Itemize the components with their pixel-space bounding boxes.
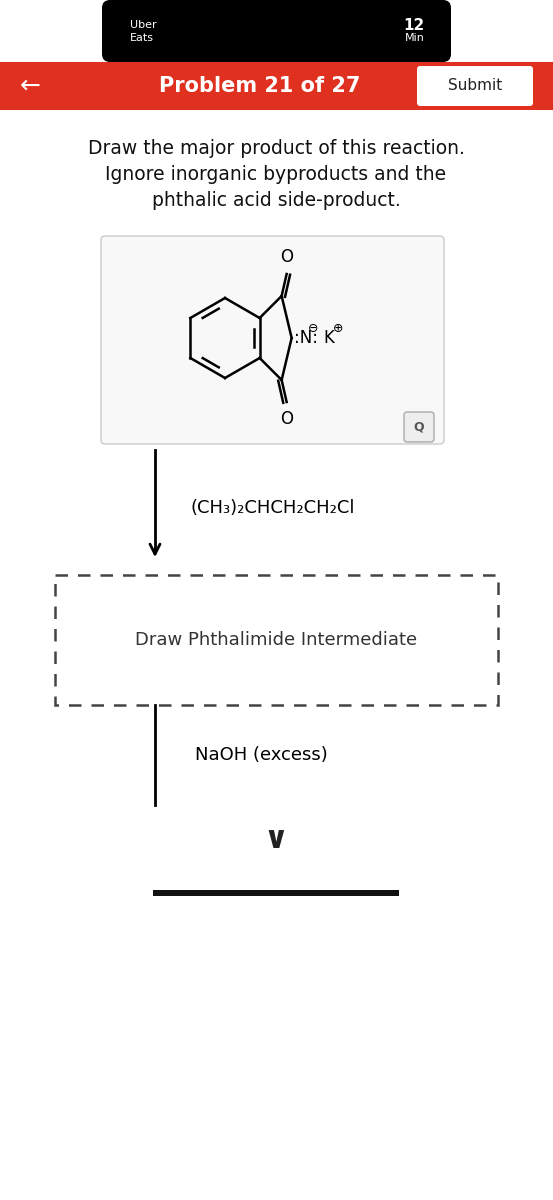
Text: O: O bbox=[280, 248, 293, 266]
Text: (CH₃)₂CHCH₂CH₂Cl: (CH₃)₂CHCH₂CH₂Cl bbox=[190, 499, 354, 517]
Text: :N:: :N: bbox=[294, 329, 317, 347]
Text: ⊖: ⊖ bbox=[307, 322, 318, 335]
Text: Problem 21 of 27: Problem 21 of 27 bbox=[159, 76, 361, 96]
Text: Uber: Uber bbox=[130, 20, 156, 30]
Text: ⊕: ⊕ bbox=[332, 322, 343, 335]
FancyBboxPatch shape bbox=[55, 575, 498, 704]
Text: Submit: Submit bbox=[448, 78, 502, 94]
Text: Draw the major product of this reaction.: Draw the major product of this reaction. bbox=[87, 138, 465, 157]
Text: ←: ← bbox=[20, 74, 41, 98]
FancyBboxPatch shape bbox=[417, 66, 533, 106]
Text: Ignore inorganic byproducts and the: Ignore inorganic byproducts and the bbox=[106, 164, 447, 184]
Text: phthalic acid side-product.: phthalic acid side-product. bbox=[152, 191, 400, 210]
Text: O: O bbox=[280, 410, 293, 428]
Text: 12: 12 bbox=[404, 18, 425, 32]
FancyBboxPatch shape bbox=[404, 412, 434, 442]
Text: NaOH (excess): NaOH (excess) bbox=[195, 746, 328, 764]
FancyBboxPatch shape bbox=[101, 236, 444, 444]
Text: Eats: Eats bbox=[130, 32, 154, 43]
Bar bbox=[0, 62, 553, 110]
Text: K: K bbox=[324, 329, 335, 347]
Bar bbox=[153, 890, 399, 896]
Text: Draw Phthalimide Intermediate: Draw Phthalimide Intermediate bbox=[135, 631, 417, 649]
Text: Q: Q bbox=[414, 420, 424, 433]
Text: ∨: ∨ bbox=[264, 826, 288, 854]
Text: Min: Min bbox=[405, 32, 425, 43]
FancyBboxPatch shape bbox=[102, 0, 451, 62]
